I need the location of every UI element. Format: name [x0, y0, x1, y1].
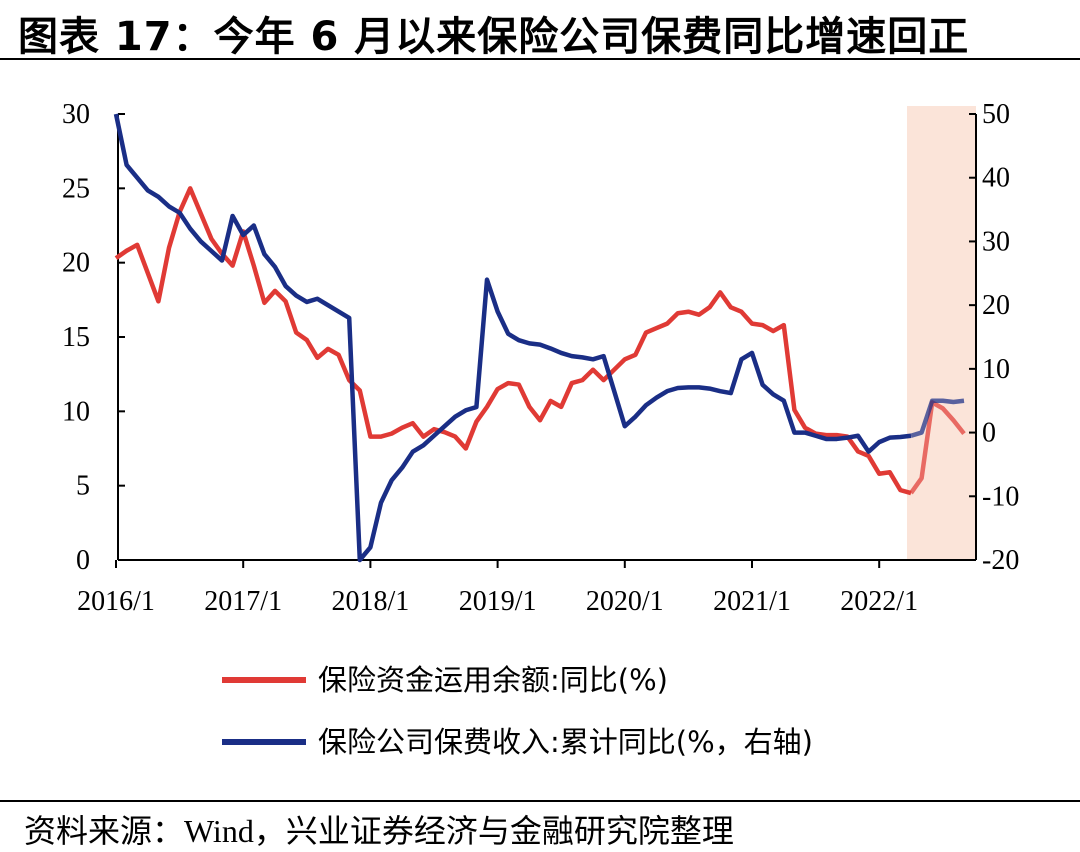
- left-y-tick-label: 0: [76, 545, 90, 576]
- right-y-tick-label: -10: [982, 481, 1019, 512]
- right-y-tick-label: 0: [982, 418, 996, 449]
- right-y-tick-label: 30: [982, 226, 1010, 257]
- left-y-tick-label: 20: [62, 248, 90, 279]
- left-y-tick-label: 10: [62, 396, 90, 427]
- x-tick-label: 2016/1: [77, 586, 155, 617]
- left-y-tick-label: 5: [76, 471, 90, 502]
- series-layer: [113, 113, 966, 563]
- right-y-tick-label: -20: [982, 545, 1019, 576]
- source-rule: [0, 800, 1080, 802]
- x-tick-label: 2020/1: [586, 586, 664, 617]
- legend-label-insurance-funds: 保险资金运用余额:同比(%): [318, 663, 668, 697]
- left-y-tick-label: 30: [62, 99, 90, 130]
- highlight-band-layer: [907, 106, 976, 560]
- x-tick-label: 2018/1: [332, 586, 410, 617]
- x-tick-label: 2017/1: [204, 586, 282, 617]
- axes-layer: 0 5 10 15 20 25 30 -20 -10 0 10 20 30 40 50 2016/1 2017/…: [62, 99, 1019, 617]
- chart-title: 图表 17：今年 6 月以来保险公司保费同比增速回正: [18, 14, 970, 60]
- x-tick-label: 2021/1: [713, 586, 791, 617]
- right-y-tick-label: 50: [982, 99, 1010, 130]
- x-tick-label: 2019/1: [459, 586, 537, 617]
- series-line-premium-income-highlighted: [910, 398, 965, 438]
- series-line-premium-income: [113, 113, 912, 563]
- right-y-tick-label: 40: [982, 163, 1010, 194]
- left-y-tick-label: 25: [62, 173, 90, 204]
- left-y-tick-label: 15: [62, 322, 90, 353]
- legend-label-premium-income: 保险公司保费收入:累计同比(%，右轴): [318, 725, 813, 759]
- title-rule: [0, 58, 1080, 60]
- source-note: 资料来源：Wind，兴业证券经济与金融研究院整理: [24, 813, 734, 849]
- right-y-tick-label: 20: [982, 290, 1010, 321]
- x-tick-label: 2022/1: [840, 586, 918, 617]
- legend: 保险资金运用余额:同比(%) 保险公司保费收入:累计同比(%，右轴): [222, 663, 813, 759]
- right-y-tick-label: 10: [982, 354, 1010, 385]
- series-line-insurance-funds-highlighted: [909, 400, 966, 495]
- series-line-insurance-funds: [114, 186, 912, 496]
- highlight-band: [907, 106, 976, 560]
- line-chart: 0 5 10 15 20 25 30 -20 -10 0 10 20 30 40 50 2016/1 2017/…: [62, 99, 1019, 759]
